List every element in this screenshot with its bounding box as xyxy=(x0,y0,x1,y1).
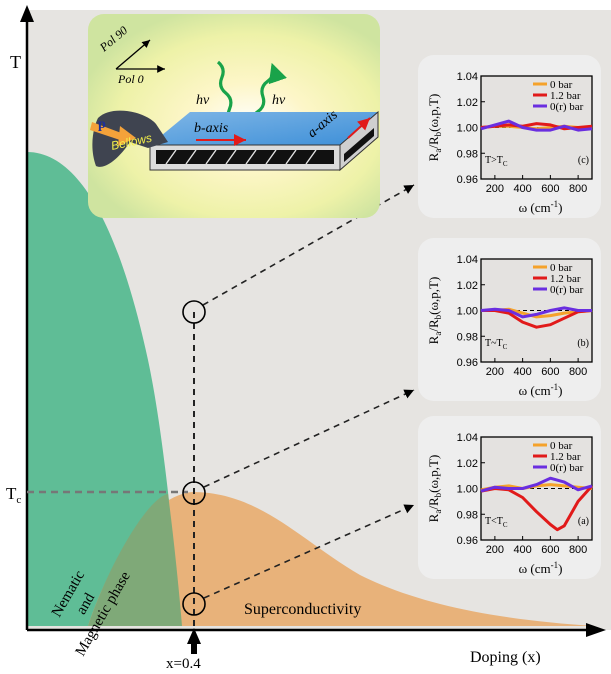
condition-label: T>TC xyxy=(485,155,508,168)
x-axis-label: Doping (x) xyxy=(470,649,541,666)
x-tick-label: 400 xyxy=(513,183,531,195)
y-axis-arrow xyxy=(20,5,34,22)
hv-in-label: hν xyxy=(196,93,210,108)
panel-tag: (c) xyxy=(578,155,589,166)
x-tick-label: 800 xyxy=(569,366,587,378)
condition-label: T~TC xyxy=(485,338,508,351)
a-axis-arrow xyxy=(347,117,371,139)
y-tick-label: 1.02 xyxy=(457,280,478,292)
overlap-region xyxy=(88,494,182,626)
x-axis-title: ω (cm-1) xyxy=(519,199,563,215)
x-tick-label: 400 xyxy=(513,544,531,556)
condition-label: T<TC xyxy=(485,516,508,529)
y-tick-label: 1.02 xyxy=(457,97,478,109)
sample-top-face xyxy=(150,112,378,145)
x-axis-title: ω (cm-1) xyxy=(519,382,563,398)
y-tick-label: 0.98 xyxy=(457,509,478,521)
doping-up-arrow-shaft xyxy=(191,642,197,654)
series-line-2 xyxy=(481,309,593,329)
y-axis-label: T xyxy=(10,52,21,72)
marker-circle-tc xyxy=(182,481,206,505)
y-tick-label: 1.04 xyxy=(457,71,478,83)
doping-marker-label: x=0.4 xyxy=(166,656,201,672)
hv-out-label: hν xyxy=(272,93,286,108)
y-tick-label: 1.00 xyxy=(457,484,478,496)
legend-label: 0(r) bar xyxy=(550,284,584,296)
experiment-inset: Pol 90 Pol 0 hν hν p Bellows b-axis a-ax… xyxy=(88,14,380,218)
pressure-label: p xyxy=(98,117,106,132)
doping-up-arrow-head xyxy=(187,628,201,644)
legend-label: 1.2 bar xyxy=(550,451,581,463)
x-tick-label: 800 xyxy=(569,544,587,556)
legend-label: 1.2 bar xyxy=(550,273,581,285)
y-tick-label: 1.00 xyxy=(457,123,478,135)
panel-c: 1.04 1.02 1.00 0.98 0.96 200 400 600 800 0 bar1.2… xyxy=(418,55,601,218)
series-line-3 xyxy=(480,119,593,132)
sample-side-pattern xyxy=(344,128,374,162)
y-tick-label: 1.04 xyxy=(457,432,478,444)
x-tick-label: 600 xyxy=(541,183,559,195)
x-tick-label: 200 xyxy=(486,366,504,378)
legend-label: 0 bar xyxy=(550,262,573,274)
x-tick-label: 600 xyxy=(541,366,559,378)
superconductivity-label: Superconductivity xyxy=(244,601,361,618)
x-tick-label: 200 xyxy=(486,544,504,556)
y-tick-label: 0.96 xyxy=(457,535,478,547)
pol90-arrow xyxy=(115,39,151,70)
y-tick-label: 1.04 xyxy=(457,254,478,266)
arrow-to-panel-b xyxy=(203,389,415,488)
sample-front-pattern xyxy=(156,149,334,165)
b-axis-label: b-axis xyxy=(194,121,229,136)
x-axis-title: ω (cm-1) xyxy=(519,560,563,576)
marker-circle-high xyxy=(182,300,206,324)
y-axis-title: Ra/Rb(ω,p,T) xyxy=(426,94,443,162)
pattern-lines xyxy=(165,149,317,165)
side-strip xyxy=(344,128,374,162)
panel-b: 1.04 1.02 1.00 0.98 0.96 200 400 600 800 0 bar1.2… xyxy=(418,238,601,401)
x-tick-label: 800 xyxy=(569,183,587,195)
y-tick-label: 0.96 xyxy=(457,174,478,186)
marker-circle-low xyxy=(182,592,206,616)
pol0-label: Pol 0 xyxy=(117,72,144,86)
x-axis-arrow xyxy=(586,623,606,637)
pressure-arrow-head xyxy=(118,126,136,146)
legend-label: 0 bar xyxy=(550,440,573,452)
pattern-strip xyxy=(156,150,334,164)
panel-a: 1.04 1.02 1.00 0.98 0.96 200 400 600 800 0 bar1.2… xyxy=(418,416,601,579)
legend-label: 1.2 bar xyxy=(550,90,581,102)
legend-label: 0(r) bar xyxy=(550,101,584,113)
y-tick-label: 0.96 xyxy=(457,357,478,369)
y-tick-label: 1.02 xyxy=(457,458,478,470)
series-line-3 xyxy=(480,306,592,319)
tc-label: Tc xyxy=(6,484,21,506)
legend-label: 0 bar xyxy=(550,79,573,91)
x-tick-label: 400 xyxy=(513,366,531,378)
y-tick-label: 0.98 xyxy=(457,148,478,160)
panel-tag: (b) xyxy=(577,338,589,349)
x-tick-label: 600 xyxy=(541,544,559,556)
y-tick-label: 1.00 xyxy=(457,306,478,318)
legend-label: 0(r) bar xyxy=(550,462,584,474)
nematic-region xyxy=(27,152,182,626)
y-tick-label: 0.98 xyxy=(457,331,478,343)
x-tick-label: 200 xyxy=(486,183,504,195)
y-axis-title: Ra/Rb(ω,p,T) xyxy=(426,277,443,345)
y-axis-title: Ra/Rb(ω,p,T) xyxy=(426,455,443,523)
series-line-3 xyxy=(480,476,593,493)
pressure-arrow-body xyxy=(90,122,124,140)
panel-tag: (a) xyxy=(578,516,589,527)
arrow-to-panel-a xyxy=(203,504,415,599)
